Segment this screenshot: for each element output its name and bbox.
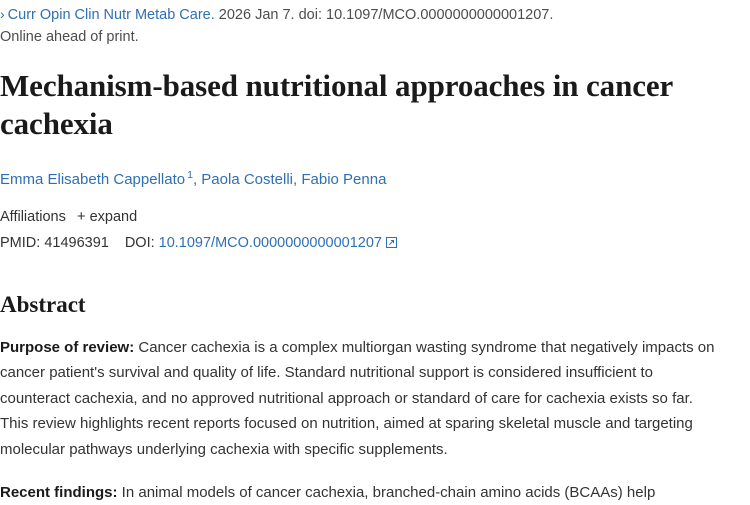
- abstract-section: Purpose of review: Cancer cachexia is a …: [0, 335, 722, 462]
- citation-block: › Curr Opin Clin Nutr Metab Care. 2026 Ja…: [0, 0, 750, 48]
- page-title: Mechanism-based nutritional approaches i…: [0, 68, 673, 141]
- doi-link[interactable]: 10.1097/MCO.0000000000001207: [158, 235, 382, 251]
- author-separator: ,: [192, 171, 202, 188]
- expand-affiliations-button[interactable]: + expand: [76, 208, 138, 225]
- author-affiliation-marker[interactable]: 1: [187, 169, 193, 181]
- author-separator: ,: [293, 171, 302, 188]
- author-link[interactable]: Emma Elisabeth Cappellato: [0, 171, 186, 188]
- plus-icon: +: [76, 208, 86, 225]
- publication-status: Online ahead of print.: [0, 29, 139, 45]
- abstract-section-text: In animal models of cancer cachexia, bra…: [117, 484, 656, 502]
- doi-label: DOI:: [124, 235, 155, 251]
- pmid-value: 41496391: [44, 235, 109, 251]
- citation-line: › Curr Opin Clin Nutr Metab Care. 2026 Ja…: [0, 4, 750, 26]
- abstract-body: Purpose of review: Cancer cachexia is a …: [0, 335, 722, 505]
- pmid-label: PMID:: [0, 235, 41, 251]
- abstract-section-label: Recent findings:: [0, 484, 118, 502]
- external-link-icon[interactable]: [385, 237, 397, 248]
- expand-label: expand: [89, 209, 138, 225]
- abstract-section: Recent findings: In animal models of can…: [0, 480, 722, 505]
- citation-details: 2026 Jan 7. doi: 10.1097/MCO.00000000000…: [214, 7, 554, 23]
- chevron-right-icon: ›: [0, 6, 5, 22]
- affiliations-label: Affiliations: [0, 209, 66, 225]
- journal-title-link[interactable]: Curr Opin Clin Nutr Metab Care.: [7, 7, 215, 23]
- author-link[interactable]: Paola Costelli: [201, 171, 294, 188]
- abstract-section-text: Cancer cachexia is a complex multiorgan …: [0, 339, 715, 458]
- abstract-section-label: Purpose of review:: [0, 339, 135, 356]
- abstract-heading: Abstract: [0, 292, 86, 317]
- author-link[interactable]: Fabio Penna: [301, 171, 387, 188]
- author-list: Emma Elisabeth Cappellato 1, Paola Costel…: [0, 165, 750, 190]
- affiliations-row: Affiliations + expand: [0, 207, 750, 227]
- identifiers-row: PMID: 41496391 DOI: 10.1097/MCO.0000000000…: [0, 233, 750, 253]
